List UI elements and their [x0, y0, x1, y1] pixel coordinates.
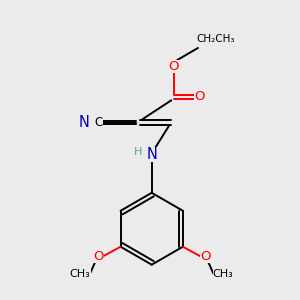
Text: H: H [134, 147, 142, 158]
Text: CH₂CH₃: CH₂CH₃ [197, 34, 235, 44]
Text: O: O [200, 250, 210, 263]
Text: CH₃: CH₃ [213, 269, 234, 279]
Text: O: O [169, 60, 179, 73]
Text: N: N [146, 147, 157, 162]
Text: O: O [93, 250, 104, 263]
Text: N: N [79, 115, 89, 130]
Text: C: C [94, 116, 103, 129]
Text: O: O [194, 90, 205, 104]
Text: CH₃: CH₃ [70, 269, 91, 279]
